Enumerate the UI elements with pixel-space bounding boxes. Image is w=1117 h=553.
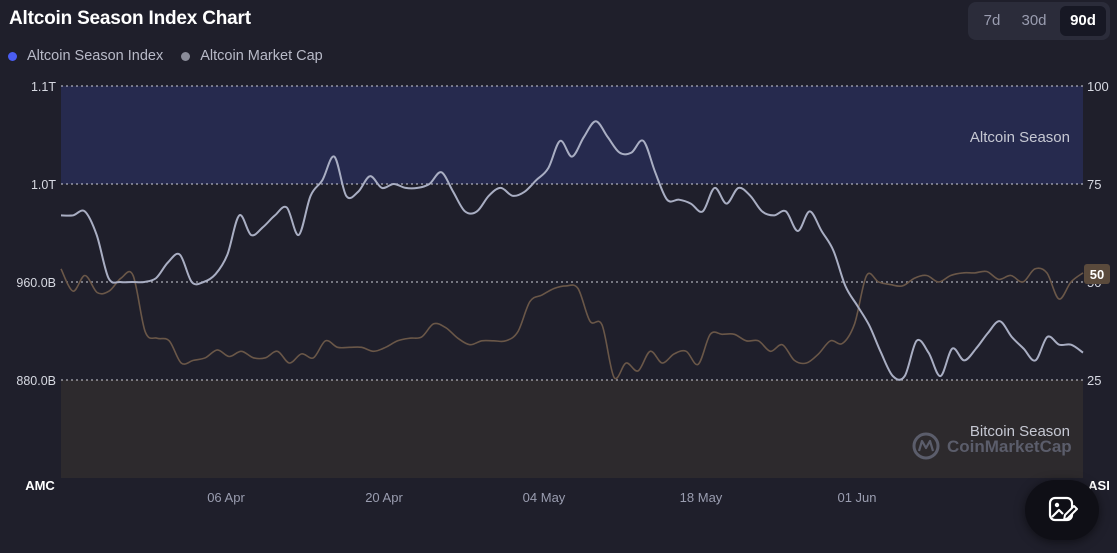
legend-dot-icon <box>8 51 17 61</box>
legend-label: Altcoin Season Index <box>27 48 164 64</box>
chart-legend: Altcoin Season Index Altcoin Market Cap <box>8 48 341 64</box>
current-value-badge: 50 <box>1084 264 1110 284</box>
bitcoin-season-zone <box>61 380 1083 478</box>
right-axis-tick-label: 75 <box>1087 177 1101 192</box>
x-axis-tick-label: 18 May <box>680 490 723 505</box>
right-axis-tag: ASI <box>1088 478 1110 493</box>
x-axis-tick-label: 06 Apr <box>207 490 245 505</box>
left-axis-tick-label: 960.0B <box>16 276 56 290</box>
watermark-text: CoinMarketCap <box>947 437 1072 456</box>
edit-image-button[interactable] <box>1025 480 1099 540</box>
x-axis-tick-label: 20 Apr <box>365 490 403 505</box>
current-value-label: 50 <box>1090 267 1104 282</box>
right-axis-tick-label: 25 <box>1087 373 1101 388</box>
legend-label: Altcoin Market Cap <box>200 48 323 64</box>
left-axis-tag: AMC <box>25 478 55 493</box>
legend-item-altcoin-market-cap[interactable]: Altcoin Market Cap <box>181 48 323 64</box>
left-axis-tick-label: 880.0B <box>16 374 56 388</box>
page-title: Altcoin Season Index Chart <box>9 8 251 29</box>
legend-dot-icon <box>181 51 191 61</box>
left-axis-tick-label: 1.0T <box>31 178 56 192</box>
x-axis-tick-label: 04 May <box>523 490 566 505</box>
bitcoin-season-label: Bitcoin Season <box>970 423 1070 440</box>
coinmarketcap-logo: CoinMarketCap <box>912 432 1072 460</box>
altcoin-season-label: Altcoin Season <box>970 129 1070 146</box>
legend-item-altcoin-season-index[interactable]: Altcoin Season Index <box>8 48 163 64</box>
series-line-altcoin-market-cap <box>60 267 1084 380</box>
right-axis-tick-label: 100 <box>1087 79 1109 94</box>
series-line-altcoin-season-index <box>60 120 1084 381</box>
altcoin-season-zone <box>61 86 1083 184</box>
left-axis-tick-label: 1.1T <box>31 80 56 94</box>
range-tab-7d[interactable]: 7d <box>983 12 1001 29</box>
edit-image-icon <box>1048 496 1078 522</box>
x-axis-tick-label: 01 Jun <box>837 490 876 505</box>
range-tab-90d[interactable]: 90d <box>1060 6 1106 36</box>
range-tab-30d[interactable]: 30d <box>1021 12 1047 29</box>
range-selector: 7d 30d 90d <box>968 2 1110 40</box>
